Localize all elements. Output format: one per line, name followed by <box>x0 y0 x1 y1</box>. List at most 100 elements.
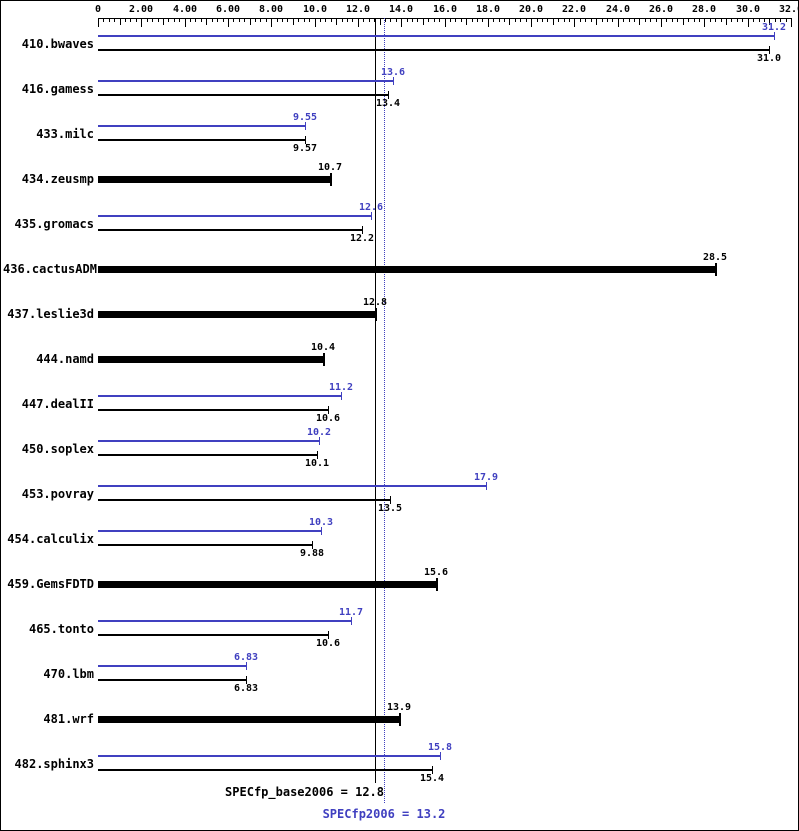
base-bar-cap <box>388 91 389 99</box>
base-bar-cap <box>362 226 363 234</box>
base-bar <box>98 499 390 501</box>
x-axis-tick <box>726 19 727 25</box>
x-axis-tick <box>223 19 224 22</box>
x-axis-tick <box>233 19 234 22</box>
x-axis-tick <box>374 19 375 22</box>
x-axis-tick <box>174 19 175 22</box>
x-axis-tick <box>618 19 619 27</box>
base-value-label: 15.6 <box>423 567 449 578</box>
peak-value-label: 6.83 <box>233 652 259 663</box>
x-axis-tick <box>298 19 299 22</box>
x-axis-tick <box>250 19 251 25</box>
x-axis-tick-label: 14.0 <box>388 4 414 15</box>
x-axis-tick <box>661 19 662 27</box>
x-axis-tick <box>195 19 196 22</box>
x-axis-tick <box>141 19 142 27</box>
x-axis-tick <box>602 19 603 22</box>
benchmark-label: 453.povray <box>21 487 94 501</box>
benchmark-label: 459.GemsFDTD <box>7 577 94 591</box>
base-bar-cap <box>399 713 401 726</box>
peak-mean-line <box>384 18 385 803</box>
x-axis-tick <box>531 19 532 27</box>
peak-bar-cap <box>440 752 441 760</box>
x-axis-tick <box>120 19 121 25</box>
peak-value-label: 10.3 <box>308 517 334 528</box>
x-axis-tick <box>309 19 310 22</box>
base-bar-cap <box>317 451 318 459</box>
base-mean-label: SPECfp_base2006 = 12.8 <box>225 785 384 799</box>
x-axis-tick <box>260 19 261 22</box>
x-axis-tick <box>331 19 332 22</box>
x-axis-tick <box>325 19 326 22</box>
benchmark-label: 444.namd <box>36 352 94 366</box>
peak-bar-cap <box>393 77 394 85</box>
x-axis-tick <box>515 19 516 22</box>
x-axis-tick <box>607 19 608 22</box>
x-axis-tick-label: 24.0 <box>605 4 631 15</box>
x-axis-tick <box>320 19 321 22</box>
x-axis-tick <box>683 19 684 25</box>
peak-bar <box>98 395 341 397</box>
base-bar-thick <box>98 716 399 723</box>
peak-bar <box>98 665 246 667</box>
x-axis-tick <box>558 19 559 22</box>
x-axis-tick <box>466 19 467 25</box>
peak-value-label: 13.6 <box>380 67 406 78</box>
peak-value-label: 11.2 <box>328 382 354 393</box>
x-axis-tick <box>591 19 592 22</box>
peak-value-label: 9.55 <box>292 112 318 123</box>
base-bar <box>98 769 432 771</box>
x-axis-tick <box>277 19 278 22</box>
x-axis-tick <box>228 19 229 27</box>
base-value-label: 10.7 <box>317 162 343 173</box>
x-axis-tick <box>596 19 597 25</box>
x-axis-tick <box>455 19 456 22</box>
base-bar-thick <box>98 356 323 363</box>
benchmark-label: 470.lbm <box>43 667 94 681</box>
peak-bar-cap <box>351 617 352 625</box>
x-axis-tick <box>445 19 446 27</box>
base-bar-thick <box>98 311 375 318</box>
x-axis-tick-label: 28.0 <box>691 4 717 15</box>
base-bar <box>98 49 769 51</box>
x-axis-tick <box>634 19 635 22</box>
base-bar <box>98 454 317 456</box>
x-axis-line <box>98 18 792 19</box>
x-axis-tick <box>428 19 429 22</box>
x-axis-tick <box>499 19 500 22</box>
peak-bar-cap <box>305 122 306 130</box>
base-bar-cap <box>715 263 717 276</box>
x-axis-tick <box>434 19 435 22</box>
x-axis-tick-label: 10.0 <box>302 4 328 15</box>
x-axis-tick <box>482 19 483 22</box>
x-axis-tick <box>780 19 781 22</box>
base-bar-thick <box>98 266 715 273</box>
x-axis-tick <box>163 19 164 25</box>
base-bar-cap <box>323 353 325 366</box>
base-value-label: 12.2 <box>349 233 375 244</box>
x-axis-tick <box>168 19 169 22</box>
x-axis-tick <box>542 19 543 22</box>
x-axis-tick <box>266 19 267 22</box>
peak-bar <box>98 440 319 442</box>
base-value-label: 13.5 <box>377 503 403 514</box>
x-axis-tick <box>304 19 305 22</box>
x-axis-tick <box>271 19 272 27</box>
x-axis-tick <box>775 19 776 22</box>
x-axis-tick <box>639 19 640 25</box>
x-axis-tick <box>547 19 548 22</box>
x-axis-tick-label: 26.0 <box>648 4 674 15</box>
peak-bar-cap <box>341 392 342 400</box>
base-bar-thick <box>98 581 436 588</box>
x-axis-tick <box>287 19 288 22</box>
x-axis-tick <box>315 19 316 27</box>
peak-value-label: 10.2 <box>306 427 332 438</box>
x-axis-tick-label: 16.0 <box>432 4 458 15</box>
peak-bar-cap <box>321 527 322 535</box>
x-axis-tick <box>147 19 148 22</box>
x-axis-tick-label: 2.00 <box>128 4 154 15</box>
base-bar <box>98 544 312 546</box>
x-axis-tick <box>103 19 104 22</box>
x-axis-tick <box>580 19 581 22</box>
x-axis-tick <box>666 19 667 22</box>
